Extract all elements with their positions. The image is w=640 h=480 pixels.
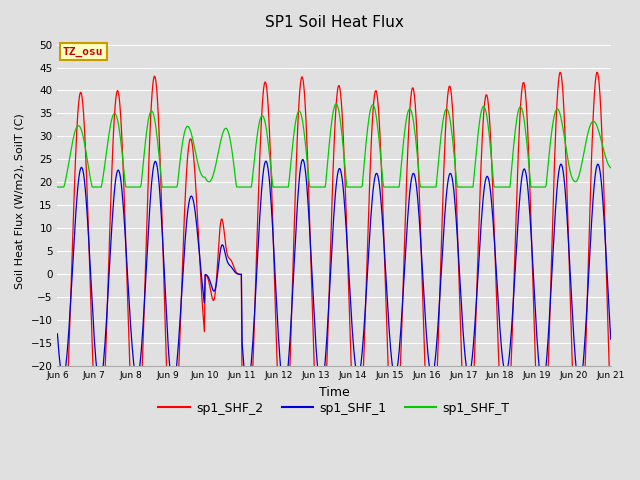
sp1_SHF_T [177,154,184,160]
Text: TZ_osu: TZ_osu [63,47,104,57]
sp1_SHF_1 [419,277,427,283]
sp1_SHF_2 [575,474,582,480]
sp1_SHF_T [402,118,410,124]
X-axis label: Time: Time [319,386,349,399]
sp1_SHF_2 [63,385,71,391]
sp1_SHF_2 [206,283,214,289]
sp1_SHF_2 [593,69,601,75]
Title: SP1 Soil Heat Flux: SP1 Soil Heat Flux [265,15,404,30]
sp1_SHF_T [63,168,71,173]
sp1_SHF_1 [607,336,614,342]
sp1_SHF_2 [418,257,426,263]
sp1_SHF_T [120,172,128,178]
sp1_SHF_2 [54,394,61,400]
sp1_SHF_T [206,179,214,184]
sp1_SHF_T [607,165,614,170]
sp1_SHF_1 [403,228,411,233]
Y-axis label: Soil Heat Flux (W/m2), SoilT (C): Soil Heat Flux (W/m2), SoilT (C) [15,113,25,288]
sp1_SHF_1 [177,309,184,314]
sp1_SHF_T [54,184,61,190]
sp1_SHF_1 [206,278,214,284]
sp1_SHF_2 [401,215,409,220]
sp1_SHF_2 [177,315,184,321]
Line: sp1_SHF_1: sp1_SHF_1 [58,159,611,389]
sp1_SHF_T [419,184,426,190]
sp1_SHF_1 [280,386,288,392]
Line: sp1_SHF_2: sp1_SHF_2 [58,72,611,477]
sp1_SHF_1 [63,347,71,352]
sp1_SHF_T [332,101,340,107]
Legend: sp1_SHF_2, sp1_SHF_1, sp1_SHF_T: sp1_SHF_2, sp1_SHF_1, sp1_SHF_T [154,396,515,420]
sp1_SHF_1 [120,219,128,225]
sp1_SHF_2 [607,410,614,416]
sp1_SHF_1 [299,156,307,162]
Line: sp1_SHF_T: sp1_SHF_T [58,104,611,187]
sp1_SHF_1 [54,331,61,336]
sp1_SHF_2 [120,199,128,204]
